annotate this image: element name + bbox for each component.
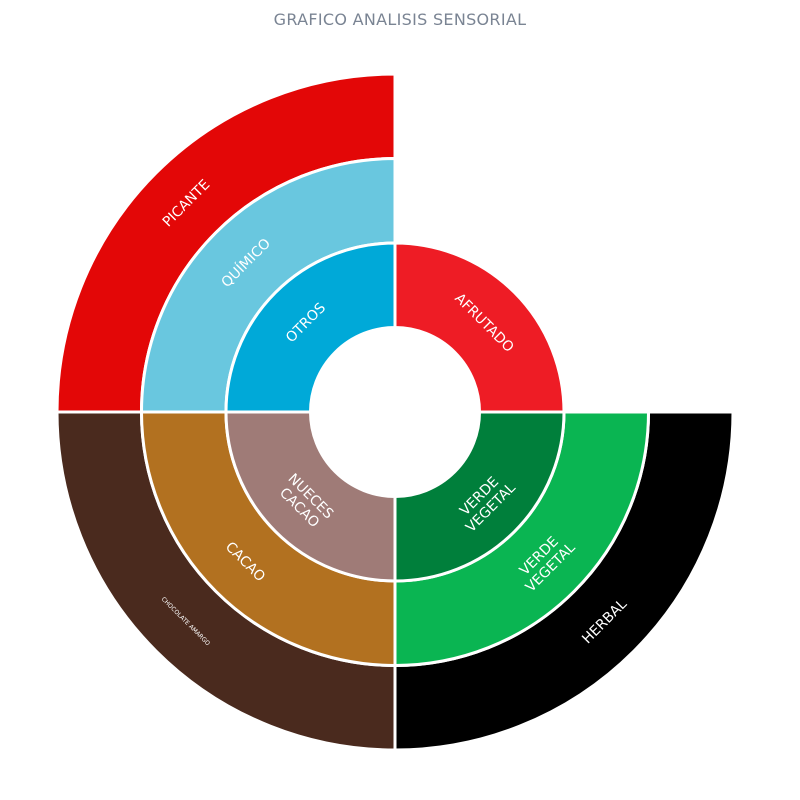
segment-inner-nueces-cacao[interactable] <box>224 410 397 583</box>
segments-layer <box>55 72 735 752</box>
segment-inner-otros[interactable] <box>224 241 397 414</box>
segment-inner-verde-vegetal[interactable] <box>393 410 566 583</box>
chart-title: GRAFICO ANALISIS SENSORIAL <box>273 10 527 29</box>
segment-inner-afrutado[interactable] <box>393 241 566 414</box>
